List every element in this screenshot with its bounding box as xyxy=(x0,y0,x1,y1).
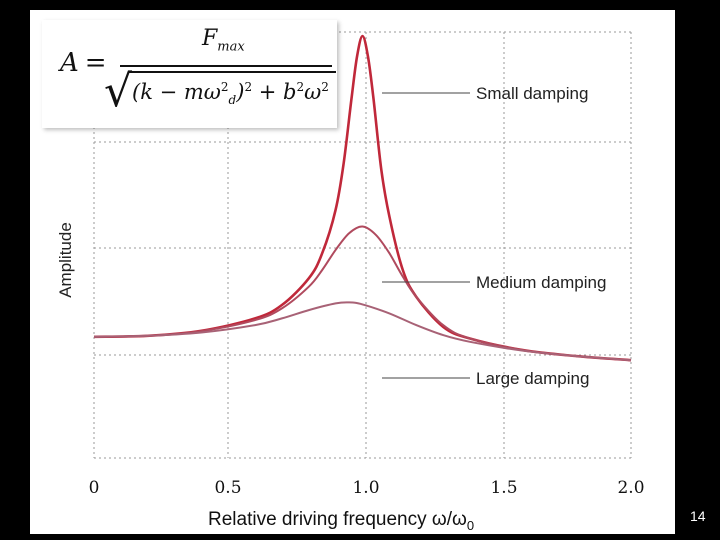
x-ticks: 0 0.5 1.0 1.5 2.0 xyxy=(89,478,645,498)
x-tick-label: 0.5 xyxy=(214,478,241,498)
resonance-chart: Small damping Medium damping Large damping… xyxy=(56,31,645,533)
y-axis-label: Amplitude xyxy=(56,222,75,298)
sqrt-icon: √ xyxy=(104,66,133,117)
amplitude-formula: A = Fmax √ (k − mω2d)2 + b2ω2 xyxy=(42,20,337,128)
annotation-small-damping: Small damping xyxy=(476,84,588,103)
page-number: 14 xyxy=(690,508,706,524)
formula-lhs: A = xyxy=(60,48,107,78)
x-axis-label: Relative driving frequency ω/ω0 xyxy=(208,509,474,533)
x-tick-label: 1.0 xyxy=(352,478,379,498)
series-group xyxy=(93,34,632,362)
formula-numerator: Fmax xyxy=(202,26,245,55)
formula-denominator: (k − mω2d)2 + b2ω2 xyxy=(132,80,329,108)
series-line-medium-damping xyxy=(93,225,632,362)
slide: Small damping Medium damping Large damping… xyxy=(30,10,675,534)
series-line-large-damping xyxy=(93,301,632,362)
series-line-small-damping xyxy=(93,34,632,362)
root-bar xyxy=(128,71,336,73)
x-axis-label-subscript: 0 xyxy=(467,518,474,533)
x-axis-label-main: Relative driving frequency ω/ω xyxy=(208,509,467,530)
x-tick-label: 0 xyxy=(89,478,100,498)
annotation-medium-damping: Medium damping xyxy=(476,273,606,292)
formula-equals: = xyxy=(84,48,107,78)
x-tick-label: 2.0 xyxy=(617,478,644,498)
formula-a: A xyxy=(60,48,79,78)
fraction-bar xyxy=(120,65,332,67)
annotations: Small damping Medium damping Large damping xyxy=(382,84,606,388)
x-tick-label: 1.5 xyxy=(490,478,517,498)
annotation-large-damping: Large damping xyxy=(476,369,589,388)
